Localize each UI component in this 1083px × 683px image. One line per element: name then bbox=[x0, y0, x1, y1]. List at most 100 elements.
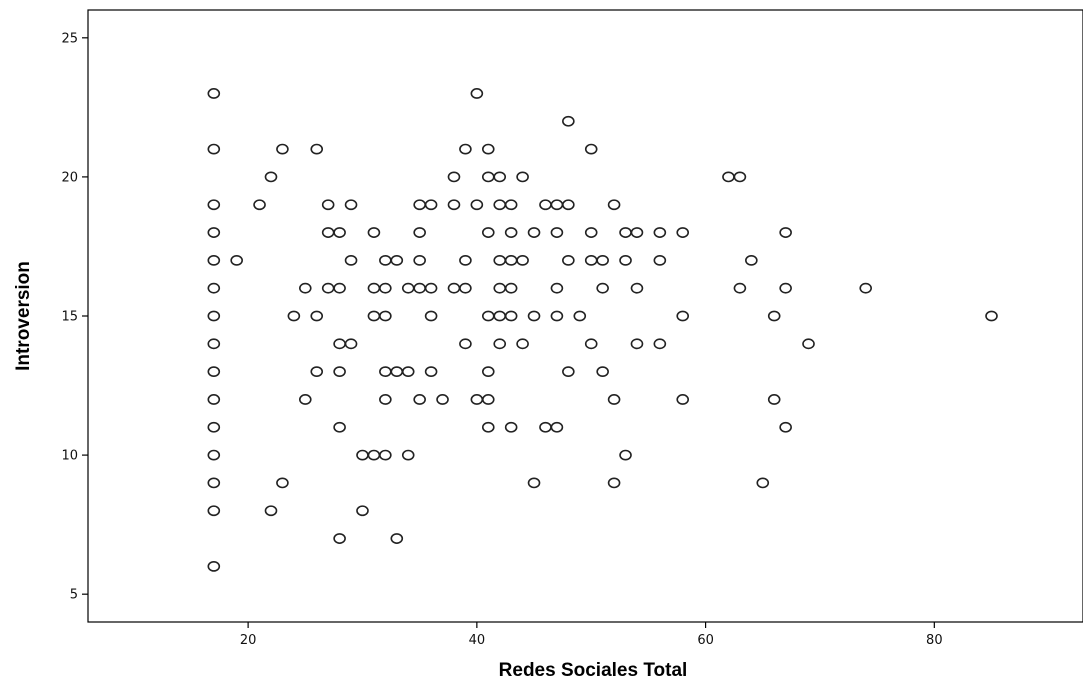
data-point bbox=[333, 533, 346, 544]
data-point bbox=[333, 366, 346, 378]
data-point bbox=[413, 227, 426, 238]
data-point bbox=[562, 254, 575, 266]
data-point bbox=[390, 533, 404, 544]
data-point bbox=[516, 254, 529, 266]
data-point bbox=[344, 338, 358, 350]
data-point bbox=[619, 254, 632, 266]
data-point bbox=[207, 310, 221, 322]
data-point bbox=[207, 477, 221, 489]
data-point bbox=[550, 227, 564, 238]
data-point bbox=[459, 143, 472, 155]
data-point bbox=[504, 282, 518, 294]
data-point bbox=[207, 421, 221, 433]
data-point bbox=[562, 199, 575, 211]
data-point bbox=[310, 366, 324, 378]
data-point bbox=[504, 227, 518, 238]
data-point bbox=[779, 282, 792, 294]
data-point bbox=[653, 254, 667, 266]
data-point bbox=[756, 477, 770, 489]
data-point bbox=[550, 310, 564, 322]
data-point bbox=[779, 421, 792, 433]
data-point bbox=[230, 254, 243, 266]
data-point bbox=[401, 449, 415, 461]
data-point bbox=[607, 477, 621, 489]
data-point bbox=[310, 143, 324, 155]
data-point bbox=[207, 366, 221, 378]
data-point bbox=[207, 338, 221, 350]
data-point bbox=[356, 505, 369, 517]
data-point bbox=[562, 366, 575, 378]
data-point bbox=[298, 282, 312, 294]
data-point bbox=[207, 254, 221, 266]
data-point bbox=[447, 199, 461, 211]
data-point bbox=[607, 394, 621, 405]
data-points bbox=[207, 88, 998, 572]
x-tick-label: 20 bbox=[240, 633, 257, 648]
data-point bbox=[630, 338, 644, 350]
data-point bbox=[481, 366, 495, 378]
x-tick-label: 80 bbox=[926, 633, 943, 648]
data-point bbox=[504, 199, 518, 211]
data-point bbox=[767, 394, 781, 405]
data-point bbox=[516, 338, 529, 350]
data-point bbox=[584, 338, 598, 350]
data-point bbox=[733, 282, 747, 294]
data-point bbox=[207, 227, 221, 238]
data-point bbox=[276, 477, 289, 489]
data-point bbox=[424, 199, 438, 211]
data-point bbox=[596, 282, 609, 294]
data-point bbox=[367, 227, 381, 238]
data-point bbox=[504, 310, 518, 322]
data-point bbox=[779, 227, 792, 238]
data-point bbox=[333, 421, 346, 433]
data-point bbox=[276, 143, 289, 155]
data-point bbox=[550, 421, 564, 433]
data-point bbox=[264, 505, 278, 517]
data-point bbox=[459, 282, 472, 294]
data-point bbox=[333, 282, 346, 294]
data-point bbox=[802, 338, 815, 350]
y-axis-title: Introversion bbox=[13, 261, 34, 371]
data-point bbox=[630, 282, 644, 294]
data-point bbox=[562, 115, 575, 127]
data-point bbox=[413, 254, 426, 266]
data-point bbox=[401, 366, 415, 378]
y-tick-label: 10 bbox=[61, 449, 78, 464]
data-point bbox=[584, 227, 598, 238]
data-point bbox=[859, 282, 873, 294]
data-point bbox=[676, 310, 690, 322]
data-point bbox=[207, 560, 221, 572]
data-point bbox=[504, 421, 518, 433]
data-point bbox=[207, 143, 221, 155]
data-point bbox=[481, 394, 495, 405]
y-tick-label: 5 bbox=[70, 588, 78, 603]
data-point bbox=[767, 310, 781, 322]
data-point bbox=[459, 338, 472, 350]
data-point bbox=[207, 88, 221, 99]
data-point bbox=[676, 394, 690, 405]
data-point bbox=[985, 310, 998, 322]
data-point bbox=[207, 449, 221, 461]
data-point bbox=[619, 449, 632, 461]
data-point bbox=[253, 199, 266, 211]
y-axis: 5 10 15 20 25 bbox=[61, 31, 88, 603]
x-tick-label: 40 bbox=[469, 633, 486, 648]
data-point bbox=[527, 310, 541, 322]
data-point bbox=[321, 199, 335, 211]
data-point bbox=[470, 88, 484, 99]
y-tick-label: 20 bbox=[61, 170, 78, 185]
data-point bbox=[481, 421, 495, 433]
data-point bbox=[596, 366, 609, 378]
data-point bbox=[424, 366, 438, 378]
x-axis: 20 40 60 80 bbox=[240, 622, 943, 648]
data-point bbox=[333, 227, 346, 238]
data-point bbox=[207, 394, 221, 405]
data-point bbox=[584, 143, 598, 155]
data-point bbox=[493, 338, 507, 350]
data-point bbox=[379, 394, 392, 405]
data-point bbox=[573, 310, 587, 322]
data-point bbox=[413, 394, 426, 405]
x-tick-label: 60 bbox=[697, 633, 714, 648]
data-point bbox=[436, 394, 449, 405]
data-point bbox=[264, 171, 278, 183]
